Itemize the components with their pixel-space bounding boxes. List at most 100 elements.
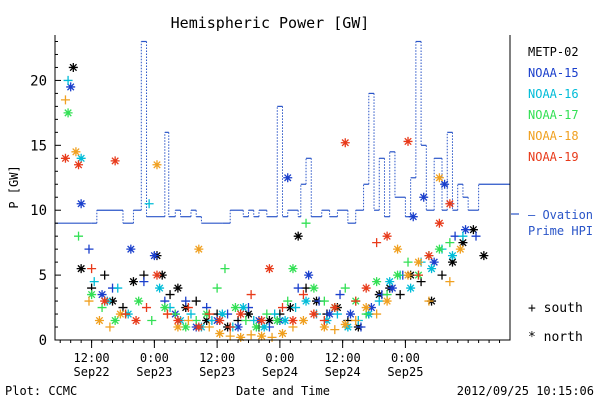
south-point-marker (84, 296, 94, 306)
north-point-marker (115, 309, 125, 319)
north-point-marker (194, 322, 204, 332)
north-point-marker (60, 153, 70, 163)
legend-ovation-label: — Ovation (528, 208, 593, 222)
south-point-marker (87, 264, 97, 274)
north-point-marker (131, 316, 141, 326)
north-point-marker (215, 316, 225, 326)
north-point-marker (194, 244, 204, 254)
axes-frame (54, 35, 511, 341)
north-point-marker (309, 309, 319, 319)
south-point-marker (207, 316, 217, 326)
north-point-marker (340, 319, 350, 329)
north-point-marker (110, 156, 120, 166)
north-point-marker (468, 225, 478, 235)
north-point-marker (298, 316, 308, 326)
north-point-marker (173, 322, 183, 332)
south-point-marker (319, 316, 329, 326)
y-tick-label: 15 (30, 138, 47, 154)
x-tick-label-time: 0:00 (391, 351, 420, 365)
north-point-marker (424, 251, 434, 261)
north-point-marker (230, 303, 240, 313)
north-point-marker (233, 322, 243, 332)
south-point-marker (335, 290, 345, 300)
south-point-marker (162, 309, 172, 319)
south-point-marker (372, 238, 382, 248)
north-point-marker (110, 316, 120, 326)
north-point-marker (264, 316, 274, 326)
chart-title: Hemispheric Power [GW] (171, 14, 370, 32)
north-point-marker (319, 322, 329, 332)
south-point-marker (351, 316, 361, 326)
north-point-marker (427, 264, 437, 274)
north-point-marker (403, 136, 413, 146)
x-tick-label-date: Sep23 (199, 365, 235, 379)
north-point-marker (181, 322, 191, 332)
south-point-marker (74, 231, 84, 241)
north-point-marker (309, 283, 319, 293)
north-point-marker (173, 283, 183, 293)
south-point-marker (225, 322, 235, 332)
north-point-marker (97, 290, 107, 300)
south-point-marker (220, 264, 230, 274)
north-point-marker (304, 270, 314, 280)
south-point-marker (60, 95, 70, 105)
south-point-marker (351, 296, 361, 306)
legend-series-label: NOAA-15 (528, 66, 579, 80)
south-point-marker (139, 277, 149, 287)
north-point-marker (155, 283, 165, 293)
north-point-marker (419, 192, 429, 202)
north-point-marker (447, 257, 457, 267)
south-point-marker (100, 270, 110, 280)
south-point-marker (147, 316, 157, 326)
marker-legend-label: * north (528, 330, 583, 345)
north-point-marker (236, 332, 246, 342)
south-point-marker (330, 325, 340, 335)
north-point-marker (408, 212, 418, 222)
south-point-marker (413, 270, 423, 280)
y-tick-label: 20 (30, 73, 47, 89)
north-point-marker (447, 251, 457, 261)
north-point-marker (257, 331, 267, 341)
north-point-marker (288, 264, 298, 274)
north-point-marker (100, 296, 110, 306)
north-point-marker (278, 329, 287, 339)
south-point-marker (241, 316, 251, 326)
north-point-marker (94, 316, 104, 326)
y-axis-label: P [GW] (7, 165, 21, 208)
north-point-marker (293, 231, 303, 241)
south-point-marker (340, 283, 350, 293)
south-point-marker (278, 303, 287, 313)
north-point-marker (272, 316, 282, 326)
south-point-marker (293, 283, 303, 293)
legend-series-label: NOAA-17 (528, 108, 579, 122)
south-point-marker (89, 277, 99, 287)
north-point-marker (68, 62, 78, 72)
north-point-marker (126, 244, 136, 254)
north-point-marker (280, 316, 290, 326)
x-tick-label-date: Sep24 (262, 365, 298, 379)
south-point-marker (183, 316, 193, 326)
south-point-marker (186, 309, 196, 319)
north-point-marker (66, 82, 76, 92)
north-point-marker (257, 316, 267, 326)
north-point-marker (461, 225, 471, 235)
north-point-marker (445, 199, 455, 209)
south-point-marker (246, 290, 256, 300)
north-point-marker (385, 277, 395, 287)
x-tick-label-time: 0:00 (265, 351, 294, 365)
north-point-marker (406, 283, 416, 293)
north-point-marker (108, 296, 118, 306)
south-point-marker (319, 296, 329, 306)
north-point-marker (413, 257, 423, 267)
north-point-marker (440, 179, 450, 189)
legend-series-label: NOAA-16 (528, 87, 579, 101)
south-point-marker (458, 231, 468, 241)
north-point-marker (387, 283, 397, 293)
south-point-marker (121, 309, 131, 319)
north-point-marker (157, 270, 167, 280)
north-point-marker (152, 160, 162, 170)
south-point-marker (165, 290, 175, 300)
south-point-marker (450, 231, 460, 241)
x-tick-label-date: Sep22 (74, 365, 110, 379)
north-point-marker (149, 251, 159, 261)
